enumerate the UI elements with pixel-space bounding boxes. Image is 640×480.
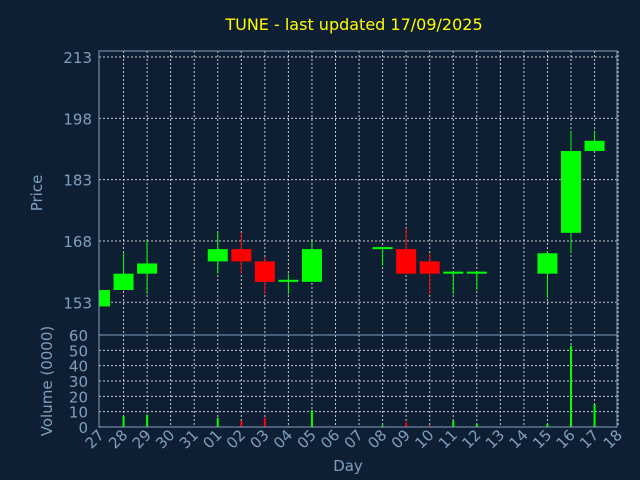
candle-body [99, 290, 110, 307]
x-axis-label: Day [333, 457, 363, 475]
volume-bar-02 [240, 420, 243, 427]
volume-bar-03 [263, 417, 266, 427]
x-tick-label: 16 [553, 426, 579, 452]
chart-title: TUNE - last updated 17/09/2025 [224, 15, 482, 34]
volume-axis-label: Volume (0000) [38, 326, 56, 436]
volume-bar-08 [381, 425, 384, 427]
x-tick-label: 07 [341, 426, 367, 452]
price-tick-label: 168 [63, 233, 92, 251]
volume-bar-17 [593, 404, 596, 427]
x-tick-label: 18 [600, 426, 626, 452]
candle-17 [584, 130, 605, 152]
candle-body [231, 249, 252, 262]
candle-12 [466, 271, 487, 291]
candle-body [537, 253, 558, 274]
x-tick-label: 31 [176, 426, 202, 452]
candle-body [419, 261, 440, 274]
candle-body [561, 151, 581, 233]
price-tick-label: 213 [63, 49, 92, 67]
price-axis-label: Price [28, 175, 46, 212]
volume-bar-11 [452, 420, 455, 427]
candle-body [584, 140, 605, 152]
x-tick-label: 12 [458, 426, 484, 452]
volume-bar-15 [546, 423, 549, 427]
volume-bar-01 [216, 417, 219, 427]
volume-tick-label: 0 [78, 419, 88, 437]
candle-body [396, 249, 417, 274]
candle-body [301, 249, 322, 282]
x-tick-label: 10 [411, 426, 437, 452]
candle-09 [396, 228, 417, 274]
volume-bar-09 [405, 422, 408, 427]
price-tick-label: 153 [63, 294, 92, 312]
candle-01 [207, 232, 228, 274]
candle-08 [372, 247, 393, 266]
x-tick-label: 05 [294, 426, 320, 452]
candle-10 [419, 253, 440, 295]
volume-bar-05 [310, 410, 313, 427]
volume-tick-label: 40 [69, 358, 88, 376]
price-panel: 153 168 183 198 213 Price [28, 49, 619, 336]
candle-body [113, 273, 134, 291]
candle-15 [537, 251, 558, 299]
volume-bar-12 [475, 423, 478, 427]
volume-bar-16 [570, 345, 572, 427]
candle-body [207, 249, 228, 262]
x-tick-label: 11 [435, 426, 461, 452]
candle-28 [113, 253, 134, 291]
candle-02 [231, 232, 252, 274]
price-tick-label: 198 [63, 110, 92, 128]
candle-27 [99, 290, 110, 307]
x-tick-label: 13 [482, 426, 508, 452]
x-tick-label: 08 [364, 426, 390, 452]
x-tick-label: 29 [129, 426, 155, 452]
x-tick-label: 01 [199, 426, 225, 452]
candle-body [137, 263, 158, 274]
candle-body [443, 271, 464, 274]
candle-29 [137, 240, 158, 295]
x-tick-label: 14 [505, 426, 531, 452]
candle-body [278, 279, 299, 282]
x-tick-label: 09 [388, 426, 414, 452]
x-tick-label: 28 [105, 426, 131, 452]
volume-tick-label: 10 [69, 404, 88, 422]
volume-bar-29 [146, 414, 149, 427]
volume-bar-28 [122, 416, 125, 427]
candle-11 [443, 271, 464, 295]
price-tick-label: 183 [63, 172, 92, 190]
candle-03 [254, 257, 275, 295]
volume-bar-10 [428, 425, 431, 427]
x-tick-label: 15 [529, 426, 555, 452]
volume-tick-label: 50 [69, 342, 88, 360]
volume-plot-frame [98, 334, 618, 428]
candle-16 [561, 130, 581, 254]
volume-tick-label: 20 [69, 388, 88, 406]
candle-body [372, 247, 393, 250]
volume-tick-label: 30 [69, 373, 88, 391]
x-tick-label: 30 [152, 426, 178, 452]
x-tick-label: 02 [223, 426, 249, 452]
x-tick-label: 17 [576, 426, 602, 452]
candle-body [254, 261, 275, 282]
candle-05 [301, 240, 322, 282]
candle-04 [278, 273, 299, 295]
candle-body [466, 271, 487, 274]
volume-tick-label: 60 [69, 327, 88, 345]
x-tick-label: 06 [317, 426, 343, 452]
x-tick-label: 04 [270, 426, 296, 452]
x-tick-label: 03 [246, 426, 272, 452]
price-plot-frame [98, 50, 618, 336]
